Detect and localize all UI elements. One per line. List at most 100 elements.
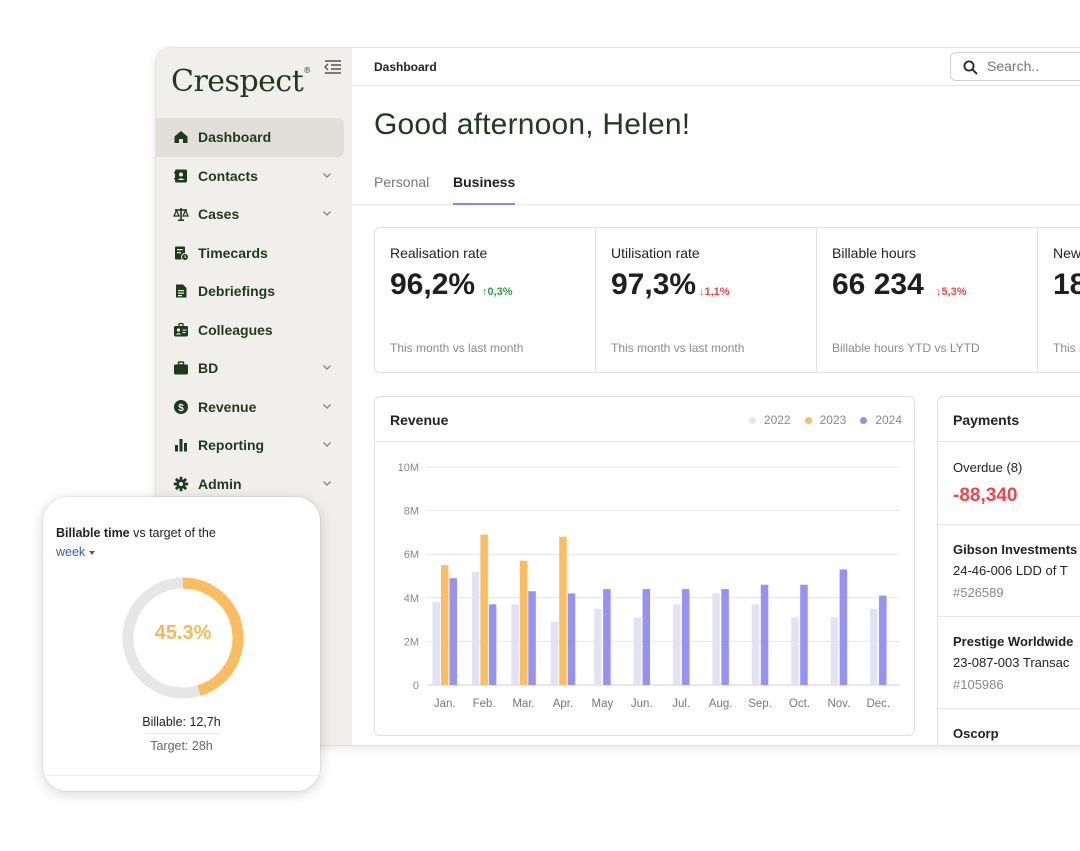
timecard-icon [173, 245, 189, 261]
sidebar-item-label: Debriefings [198, 283, 276, 300]
collapse-sidebar-icon[interactable] [324, 59, 342, 75]
scale-icon [173, 206, 189, 222]
sidebar-item-cases[interactable]: Cases [156, 195, 352, 234]
x-tick-label: Mar. [512, 698, 534, 710]
sidebar-item-dashboard[interactable]: Dashboard [156, 118, 344, 157]
period-dropdown[interactable]: week [56, 545, 96, 559]
sidebar-item-label: Admin [198, 475, 242, 492]
payments-card: Payments Overdue (8) -88,340 Gibson Inve… [937, 396, 1080, 745]
bar-2022-jul [672, 604, 681, 685]
sidebar-item-label: Reporting [198, 437, 265, 454]
payment-item[interactable]: Gibson Investments 24-46-006 LDD of T #5… [938, 524, 1080, 616]
x-tick-label: Jan. [434, 698, 456, 710]
payment-reference: #105986 [953, 677, 1004, 692]
x-tick-label: Apr. [553, 698, 573, 710]
sidebar-item-label: Colleagues [198, 321, 273, 338]
payments-header: Payments [938, 397, 1080, 442]
x-tick-label: Feb. [473, 698, 496, 710]
dollar-icon: $ [173, 399, 189, 415]
legend-item-2023[interactable]: 2023 [804, 413, 846, 427]
x-tick-label: Jul. [672, 698, 690, 710]
kpi-value: 96,2% [390, 268, 476, 301]
kpi-subtitle: This m [1053, 341, 1080, 355]
briefcase-icon [173, 360, 189, 376]
y-tick-label: 2M [404, 636, 419, 648]
search-input[interactable] [987, 58, 1080, 74]
arrow-down-icon: ↓ [936, 286, 942, 298]
sidebar-item-bd[interactable]: BD [156, 349, 352, 388]
bar-2022-dec [870, 608, 878, 685]
bar-2022-apr [550, 621, 559, 685]
kpi-value: 97,3% [611, 268, 697, 301]
chevron-down-icon[interactable] [322, 441, 332, 448]
chevron-down-icon[interactable] [322, 172, 332, 179]
kpi-card-new[interactable]: New 18 This m [1038, 228, 1080, 372]
legend-dot [804, 416, 812, 424]
caret-down-icon [89, 550, 96, 555]
payment-item[interactable]: Prestige Worldwide 23-087-003 Transac #1… [938, 616, 1080, 708]
kpi-label: Realisation rate [390, 245, 488, 261]
kpi-value: 66 234 [832, 268, 924, 301]
sidebar-item-contacts[interactable]: Contacts [156, 157, 352, 196]
revenue-header: Revenue 2022 2023 2024 [375, 397, 914, 442]
y-tick-label: 10M [398, 462, 419, 474]
legend-dot [860, 416, 868, 424]
bar-2023-apr [559, 536, 567, 685]
sidebar-item-revenue[interactable]: $ Revenue [156, 388, 352, 427]
bar-2022-jan [432, 602, 440, 685]
kpi-label: Utilisation rate [611, 245, 700, 261]
legend-item-2024[interactable]: 2024 [860, 413, 902, 427]
search-box[interactable] [950, 52, 1080, 81]
tab-personal[interactable]: Personal [374, 174, 430, 190]
y-tick-label: 8M [404, 506, 419, 518]
billable-hours-label: Billable: 12,7h [142, 715, 221, 729]
bar-2022-feb [471, 571, 480, 685]
bar-2024-nov [839, 569, 848, 685]
greeting-title: Good afternoon, Helen! [374, 108, 691, 141]
bar-2023-jan [440, 565, 449, 685]
kpi-card-realisation-rate[interactable]: Realisation rate 96,2% ↑0,3% This month … [375, 228, 596, 372]
sidebar-item-debriefings[interactable]: Debriefings [156, 272, 352, 311]
x-tick-label: Oct. [789, 698, 810, 710]
sidebar-item-reporting[interactable]: Reporting [156, 426, 352, 465]
breadcrumb: Dashboard [374, 60, 437, 74]
kpi-delta: ↑0,3% [482, 286, 513, 298]
kpi-subtitle: This month vs last month [611, 341, 745, 355]
x-tick-label: Nov. [827, 698, 850, 710]
sidebar-item-colleagues[interactable]: Colleagues [156, 311, 352, 350]
chevron-down-icon[interactable] [322, 403, 332, 410]
svg-text:$: $ [178, 403, 184, 414]
bar-2023-mar [519, 560, 528, 685]
bar-2022-nov [830, 617, 839, 685]
kpi-card-billable-hours[interactable]: Billable hours 66 234 ↓5,3% Billable hou… [817, 228, 1038, 372]
chevron-down-icon[interactable] [322, 364, 332, 371]
legend-item-2022[interactable]: 2022 [748, 413, 791, 427]
top-bar: Dashboard [352, 48, 1080, 86]
sidebar-item-timecards[interactable]: Timecards [156, 234, 352, 273]
bar-2022-may [594, 608, 602, 685]
legend-dot [748, 416, 756, 424]
sidebar-item-label: Dashboard [198, 129, 272, 146]
y-tick-label: 0 [413, 680, 419, 692]
sidebar-item-label: Contacts [198, 167, 258, 184]
bar-2024-jan [449, 578, 457, 685]
bar-2024-mar [528, 591, 536, 685]
bar-2024-sep [760, 584, 769, 685]
sidebar-item-admin[interactable]: Admin [156, 465, 352, 504]
contacts-icon [173, 168, 189, 184]
bar-chart-icon [173, 437, 189, 453]
payment-item[interactable]: Oscorp [938, 708, 1080, 745]
donut-percent-label: 45.3% [154, 622, 212, 644]
chevron-down-icon[interactable] [322, 210, 332, 217]
chevron-down-icon[interactable] [322, 480, 332, 487]
billable-donut-chart [122, 577, 244, 699]
kpi-card-utilisation-rate[interactable]: Utilisation rate 97,3% ↓1,1% This month … [596, 228, 817, 372]
overdue-value: -88,340 [953, 485, 1018, 506]
divider [43, 775, 320, 776]
kpi-delta: ↓5,3% [936, 286, 967, 298]
crespect-logo[interactable]: Crespect® [171, 64, 311, 99]
document-icon [173, 283, 189, 299]
tab-business[interactable]: Business [453, 174, 516, 205]
revenue-chart: 0 2M 4M 6M 8M 10M Jan. Feb. Mar. Apr. May Jun. Jul. A… [398, 462, 900, 710]
